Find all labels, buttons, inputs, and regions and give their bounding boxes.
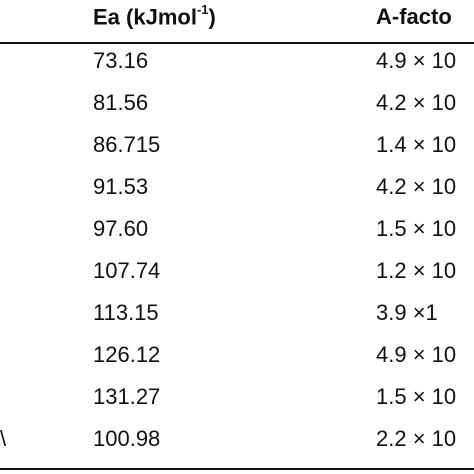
a-factor-value: 2.2 × 10 — [376, 426, 457, 451]
a-factor-value: 4.2 × 10 — [376, 174, 457, 199]
table-body: 73.16 4.9 × 10 81.56 4.2 × 10 86.715 1.4 × 10… — [0, 44, 474, 464]
ea-value: 81.56 — [93, 90, 149, 115]
table-header: Ea (kJmol-1) A-facto — [0, 0, 474, 42]
ea-value: 126.12 — [93, 342, 161, 367]
header-rule — [0, 42, 474, 44]
a-factor-value: 3.9 ×1 — [376, 300, 438, 325]
row-label: \ — [0, 426, 7, 451]
a-factor-value: 1.4 × 10 — [376, 132, 457, 157]
ea-value: 73.16 — [93, 48, 149, 73]
ea-value: 131.27 — [93, 384, 161, 409]
ea-value: 107.74 — [93, 258, 161, 283]
a-factor-value: 1.5 × 10 — [376, 384, 457, 409]
a-factor-value: 1.5 × 10 — [376, 216, 457, 241]
a-factor-value: 1.2 × 10 — [376, 258, 457, 283]
bottom-rule — [0, 468, 474, 470]
table-row: 107.74 1.2 × 10 — [0, 254, 474, 296]
table-row: \ 100.98 2.2 × 10 — [0, 422, 474, 464]
ea-value: 86.715 — [93, 132, 161, 157]
a-factor-value: 4.2 × 10 — [376, 90, 457, 115]
table-row: 131.27 1.5 × 10 — [0, 380, 474, 422]
a-factor-value: 4.9 × 10 — [376, 342, 457, 367]
ea-value: 113.15 — [93, 300, 159, 325]
ea-value: 91.53 — [93, 174, 149, 199]
table-row: 91.53 4.2 × 10 — [0, 170, 474, 212]
table-row: 97.60 1.5 × 10 — [0, 212, 474, 254]
table-row: 81.56 4.2 × 10 — [0, 86, 474, 128]
header-ea: Ea (kJmol-1) — [93, 2, 216, 30]
a-factor-value: 4.9 × 10 — [376, 48, 457, 73]
table-row: 113.15 3.9 ×1 — [0, 296, 474, 338]
table-row: 73.16 4.9 × 10 — [0, 44, 474, 86]
header-a-factor: A-facto — [376, 4, 452, 29]
table-row: 86.715 1.4 × 10 — [0, 128, 474, 170]
table-row: 126.12 4.9 × 10 — [0, 338, 474, 380]
ea-value: 100.98 — [93, 426, 161, 451]
ea-value: 97.60 — [93, 216, 149, 241]
